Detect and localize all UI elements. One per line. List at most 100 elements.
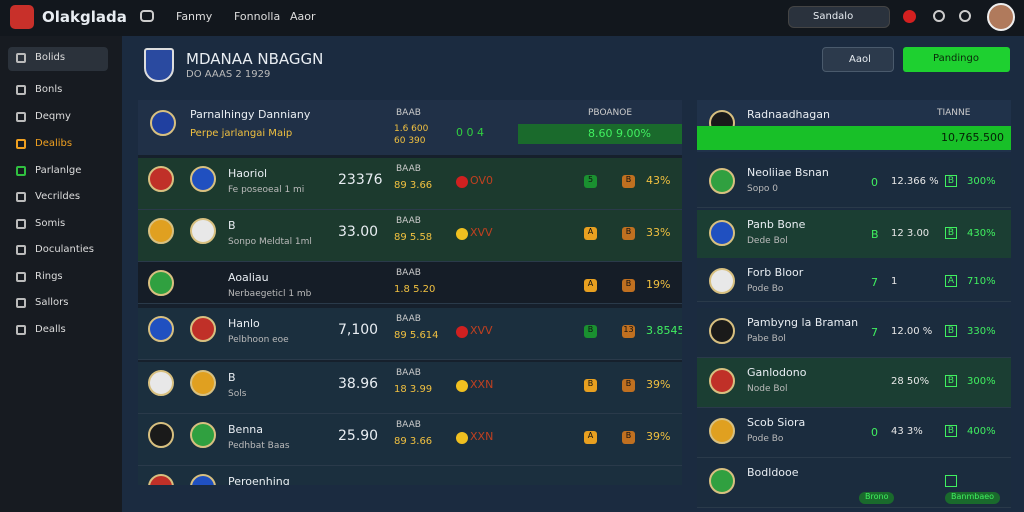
side-row[interactable]: Forb Bloor Pode Bo 7 1 A 710% [697,258,1011,302]
match-row[interactable]: Benna Pedhbat Baas 25.90 BAAB 89 3.66 XXN A B 39… [138,414,682,466]
status: XXN [470,430,494,443]
match-row[interactable]: Hanlo Pelbhoon eoe 7,100 BAAB 89 5.614 XVV B 13… [138,308,682,360]
team-sub: Fe poseoeal 1 mi [228,185,305,195]
team-logo [190,316,216,342]
match-row[interactable]: Haoriol Fe poseoeal 1 mi 23376 BAAB 89 3.66 O… [138,158,682,210]
team-logo [148,316,174,342]
side-b: B [945,227,957,239]
percent: 43% [646,174,671,187]
sidebar-item[interactable]: Dealls [8,319,108,343]
odds: 89 5.58 [394,232,433,243]
side-row[interactable]: Bodldooe [697,458,1011,508]
side-col: TIANNE [937,108,971,118]
side-row[interactable]: Pambyng la Braman Pabe Bol 7 12.00 % B 330% [697,308,1011,358]
primary-button[interactable]: Pandingo [903,47,1010,72]
team-sub: Pelbhoon eoe [228,335,289,345]
team-logo [709,468,735,494]
sidebar-item[interactable]: Deqmy [8,106,108,130]
side-row[interactable]: Scob Siora Pode Bo 0 43 3% B 400% [697,408,1011,458]
team-logo [148,218,174,244]
nav-item[interactable]: Aaor [290,10,316,23]
side-panel: RadnaadhaganRode BabTIANNE10,765.500Neol… [697,100,1011,508]
team-sub: Pedhbat Baas [228,441,290,451]
team-sub: Sonpo Meldtal 1ml [228,237,312,247]
side-pct: 400% [967,426,996,437]
side-odds: 28 50% [891,376,930,387]
match-row[interactable]: B Sonpo Meldtal 1ml 33.00 BAAB 89 5.58 XVV A B 3… [138,210,682,262]
match-row[interactable]: Peroenhing [138,466,682,485]
logo-text: Olakglada [42,8,127,26]
match-row[interactable]: Aoaliau Nerbaegeticl 1 mb BAAB 1.8 5.20 A B 19… [138,262,682,304]
search-box[interactable]: Sandalo [788,6,890,28]
sidebar-item[interactable]: Parlanlge [8,160,108,184]
search-text: Sandalo [813,11,854,22]
indicator: B [622,379,635,392]
match-row[interactable]: B Sols 38.96 BAAB 18 3.99 XXN B B 39% [138,362,682,414]
sidebar-item[interactable]: Dealibs [8,133,108,157]
table-header: Parnalhingy Danniany Perpe jarlangai Maip… [138,100,682,155]
sidebar-item[interactable]: Somis [8,213,108,237]
sidebar-item[interactable]: Vecrildes [8,186,108,210]
score: 7,100 [338,322,379,338]
side-row-name: Neoliiae Bsnan [747,166,829,179]
status-dot [456,176,468,188]
sidebar-icon [16,53,26,63]
sidebar-item[interactable]: Sallors [8,292,108,316]
sidebar-label: Dealls [35,323,66,335]
side-pct: 300% [967,376,996,387]
team-logo [709,168,735,194]
settings-icon[interactable] [959,10,971,22]
page-title: MDANAA NBAGGN [186,50,324,68]
team-name: Hanlo [228,317,260,330]
dropdown[interactable]: Aaol [822,47,894,72]
percent: 33% [646,226,671,239]
side-row[interactable]: Neoliiae Bsnan Sopo 0 0 12.366 % B 300% [697,158,1011,208]
nav-item[interactable]: Fanmy [176,10,213,23]
indicator: 5 [584,175,597,188]
side-b: B [945,175,957,187]
sidebar-item[interactable]: Bolids [8,47,108,71]
team-logo [709,318,735,344]
footer-tag[interactable]: Banmbaeo [945,492,1001,504]
odds-label: BAAB [396,314,421,324]
icon [140,10,154,22]
notification[interactable] [903,10,916,23]
indicator: A [584,431,597,444]
nav-item[interactable]: Fonnolla [234,10,281,23]
header-sub: Perpe jarlangai Maip [190,128,293,139]
side-b: A [945,275,957,287]
indicator: 13 [622,325,635,338]
side-odds: 12 3.00 [891,228,930,239]
sidebar-icon [16,271,26,282]
team-logo [190,370,216,396]
score: 33.00 [338,224,379,240]
avatar[interactable] [987,3,1015,31]
sidebar-item[interactable]: Rings [8,266,108,290]
button-text: Pandingo [933,53,979,64]
sidebar-icon [16,298,26,308]
main-area: MDANAA NBAGGN DO AAAS 2 1929 Aaol Pandingo P… [122,36,1024,512]
side-row[interactable]: Ganlodono Node Bol 28 50% B 300% [697,358,1011,408]
odds-label: BAAB [396,164,421,174]
sidebar-icon [16,218,26,229]
side-a: 0 [871,176,878,189]
team-name: Aoaliau [228,271,269,284]
side-row-sub: Sopo 0 [747,184,779,194]
side-row[interactable]: Panb Bone Dede Bol B 12 3.00 B 430% [697,210,1011,260]
side-b: B [945,325,957,337]
sidebar-item[interactable]: Bonls [8,79,108,103]
indicator: A [584,279,597,292]
sidebar-icon [16,192,26,202]
header-bar: 8.60 9.00% [518,124,682,144]
sidebar-item[interactable]: Doculanties [8,239,108,263]
team-logo [190,218,216,244]
sidebar-icon [16,139,26,149]
header-odds: 1.6 600 [394,124,429,134]
info-icon[interactable] [933,10,945,22]
percent: 3.8545% [646,324,682,337]
sidebar-label: Vecrildes [35,191,81,202]
side-row-name: Panb Bone [747,218,806,231]
status: XVV [470,324,493,337]
sidebar-label: Deqmy [35,111,71,122]
footer-tag[interactable]: Brono [859,492,895,504]
